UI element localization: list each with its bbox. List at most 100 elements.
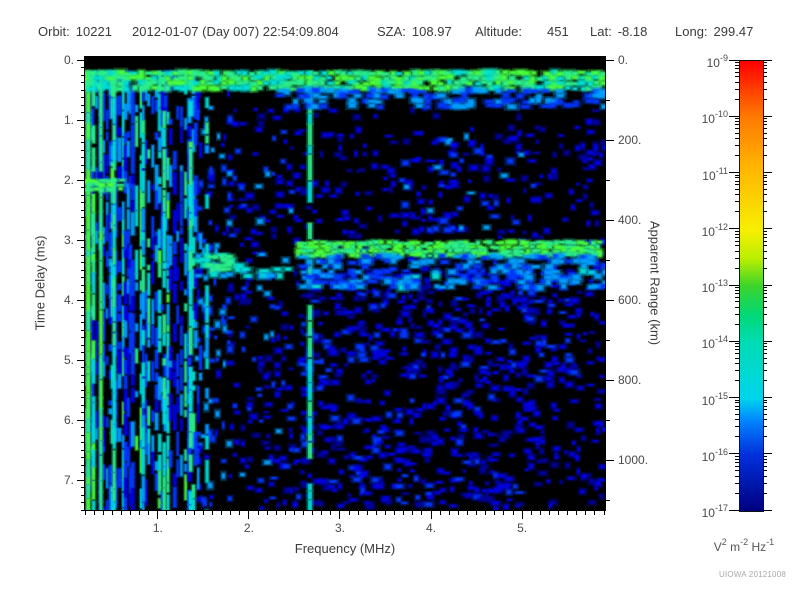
x-axis-title: Frequency (MHz) bbox=[294, 541, 396, 556]
axis-tick bbox=[81, 314, 85, 316]
axis-tick bbox=[81, 389, 85, 391]
axis-tick bbox=[763, 230, 767, 232]
axis-tick bbox=[81, 449, 85, 451]
axis-tick bbox=[312, 511, 314, 515]
axis-tick bbox=[763, 267, 767, 269]
axis-tick bbox=[763, 453, 772, 455]
axis-tick bbox=[735, 313, 739, 315]
right-axis-title: Apparent Range (km) bbox=[647, 220, 663, 346]
y-left-tick-label: 0. bbox=[63, 53, 74, 67]
axis-tick bbox=[735, 132, 739, 134]
y-left-tick-label: 7. bbox=[63, 473, 74, 487]
axis-tick bbox=[421, 511, 423, 515]
axis-tick bbox=[81, 382, 85, 383]
axis-tick bbox=[735, 301, 739, 303]
axis-tick bbox=[763, 470, 767, 472]
header-long: Long: 299.47 bbox=[675, 24, 753, 40]
axis-tick bbox=[81, 97, 85, 98]
axis-tick bbox=[202, 511, 204, 515]
axis-tick bbox=[735, 419, 739, 421]
axis-tick bbox=[763, 436, 767, 438]
axis-tick bbox=[284, 511, 286, 515]
axis-tick bbox=[763, 343, 767, 345]
axis-tick bbox=[77, 299, 85, 301]
axis-tick bbox=[735, 201, 739, 203]
axis-tick bbox=[763, 413, 767, 415]
axis-tick bbox=[81, 194, 85, 196]
axis-tick bbox=[81, 187, 85, 188]
axis-tick bbox=[735, 289, 739, 291]
axis-tick bbox=[448, 511, 450, 515]
axis-tick bbox=[763, 62, 767, 64]
axis-tick bbox=[81, 457, 85, 458]
axis-tick bbox=[763, 194, 767, 196]
axis-tick bbox=[166, 511, 168, 515]
axis-tick bbox=[735, 174, 739, 176]
axis-tick bbox=[735, 184, 739, 186]
axis-tick bbox=[735, 470, 739, 472]
axis-tick bbox=[735, 245, 739, 247]
axis-tick bbox=[763, 118, 767, 120]
axis-tick bbox=[321, 511, 323, 515]
axis-tick bbox=[763, 236, 767, 238]
axis-tick bbox=[81, 254, 85, 256]
axis-tick bbox=[193, 511, 195, 515]
axis-tick bbox=[735, 128, 739, 130]
axis-tick bbox=[763, 155, 767, 157]
axis-tick bbox=[81, 232, 85, 233]
axis-tick bbox=[763, 296, 767, 298]
colorbar-tick-label: 10-10 bbox=[701, 109, 728, 127]
axis-tick bbox=[729, 340, 739, 342]
axis-tick bbox=[735, 145, 739, 147]
axis-tick bbox=[606, 59, 614, 61]
y-right-tick-label: 1000. bbox=[618, 453, 649, 467]
axis-tick bbox=[81, 502, 85, 503]
axis-tick bbox=[357, 511, 359, 515]
axis-tick bbox=[763, 145, 767, 147]
axis-tick bbox=[735, 211, 739, 213]
axis-tick bbox=[763, 419, 767, 421]
axis-tick bbox=[81, 442, 85, 443]
axis-tick bbox=[248, 511, 250, 519]
axis-tick bbox=[735, 370, 739, 372]
header-lat: Lat: -8.18 bbox=[590, 24, 647, 40]
axis-tick bbox=[763, 475, 767, 477]
axis-tick bbox=[763, 180, 767, 182]
axis-tick bbox=[763, 301, 767, 303]
axis-tick bbox=[239, 511, 241, 515]
axis-tick bbox=[763, 353, 767, 355]
axis-tick bbox=[763, 64, 767, 66]
axis-tick bbox=[594, 511, 596, 515]
axis-tick bbox=[81, 209, 85, 211]
axis-tick bbox=[729, 509, 739, 511]
axis-tick bbox=[735, 194, 739, 196]
axis-tick bbox=[763, 250, 767, 252]
axis-tick bbox=[81, 262, 85, 263]
left-axis-title: Time Delay (ms) bbox=[32, 235, 48, 331]
axis-tick bbox=[763, 211, 767, 213]
x-tick-label: 4. bbox=[426, 521, 437, 535]
axis-tick bbox=[735, 346, 739, 348]
axis-tick bbox=[735, 296, 739, 298]
axis-tick bbox=[763, 124, 767, 126]
axis-tick bbox=[503, 511, 505, 515]
axis-tick bbox=[539, 511, 541, 515]
axis-tick bbox=[385, 511, 387, 515]
axis-tick bbox=[735, 405, 739, 407]
y-left-tick-label: 4. bbox=[63, 293, 74, 307]
axis-tick bbox=[606, 459, 614, 461]
axis-tick bbox=[81, 149, 85, 151]
axis-tick bbox=[763, 76, 767, 78]
axis-tick bbox=[735, 180, 739, 182]
axis-tick bbox=[211, 511, 213, 515]
axis-tick bbox=[763, 405, 767, 407]
axis-tick bbox=[184, 511, 186, 515]
axis-tick bbox=[735, 343, 739, 345]
axis-tick bbox=[130, 511, 132, 515]
axis-tick bbox=[735, 413, 739, 415]
axis-tick bbox=[530, 511, 532, 515]
axis-tick bbox=[81, 277, 85, 278]
axis-tick bbox=[330, 511, 332, 515]
axis-tick bbox=[157, 511, 159, 519]
